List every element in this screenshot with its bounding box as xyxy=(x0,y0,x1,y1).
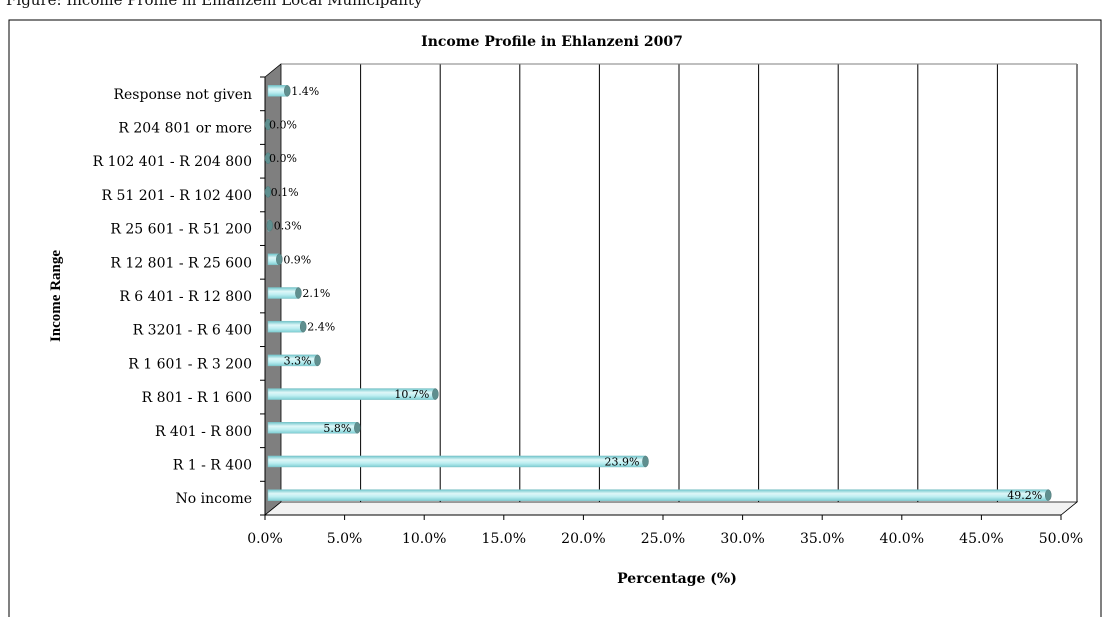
bar-cap xyxy=(642,456,648,467)
category-label: R 1 601 - R 3 200 xyxy=(128,356,252,372)
y-axis-title: Income Range xyxy=(48,250,64,342)
data-label: 10.7% xyxy=(394,388,429,401)
x-tick-label: 15.0% xyxy=(482,531,526,547)
chart-frame xyxy=(9,20,1101,617)
bar-cap xyxy=(284,85,290,96)
category-label: Response not given xyxy=(113,87,252,103)
data-label: 2.1% xyxy=(302,287,330,300)
bar xyxy=(268,456,645,467)
data-label: 3.3% xyxy=(284,354,312,367)
category-label: R 3201 - R 6 400 xyxy=(133,323,252,339)
bar xyxy=(268,288,298,299)
bar-cap xyxy=(267,220,273,231)
category-label: R 801 - R 1 600 xyxy=(142,390,252,406)
category-label: R 25 601 - R 51 200 xyxy=(110,222,252,238)
bar-cap xyxy=(432,389,438,400)
data-label: 1.4% xyxy=(291,85,319,98)
data-label: 0.1% xyxy=(271,186,299,199)
category-label: R 6 401 - R 12 800 xyxy=(119,289,252,305)
bar-cap xyxy=(276,254,282,265)
data-label: 0.9% xyxy=(283,253,311,266)
x-tick-label: 5.0% xyxy=(327,531,363,547)
data-label: 5.8% xyxy=(323,422,351,435)
x-tick-label: 40.0% xyxy=(880,531,924,547)
data-label: 0.3% xyxy=(274,220,302,233)
category-label: No income xyxy=(176,491,252,507)
category-label: R 51 201 - R 102 400 xyxy=(102,188,253,204)
bar-cap xyxy=(354,422,360,433)
x-tick-label: 50.0% xyxy=(1039,531,1083,547)
data-label: 0.0% xyxy=(269,119,297,132)
category-label: R 1 - R 400 xyxy=(173,457,252,473)
bar-cap xyxy=(295,288,301,299)
x-tick-label: 30.0% xyxy=(720,531,764,547)
data-label: 0.0% xyxy=(269,152,297,165)
x-tick-label: 35.0% xyxy=(800,531,844,547)
bar-cap xyxy=(315,355,321,366)
plot-floor xyxy=(265,502,1077,515)
bar-cap xyxy=(1045,490,1051,501)
x-tick-label: 45.0% xyxy=(959,531,1003,547)
bar xyxy=(268,490,1048,501)
category-label: R 102 401 - R 204 800 xyxy=(93,154,252,170)
category-label: R 204 801 or more xyxy=(118,121,252,137)
x-axis-title: Percentage (%) xyxy=(617,571,737,587)
category-label: R 12 801 - R 25 600 xyxy=(110,255,252,271)
x-tick-label: 25.0% xyxy=(641,531,685,547)
x-tick-label: 10.0% xyxy=(402,531,446,547)
data-label: 2.4% xyxy=(307,321,335,334)
x-tick-label: 20.0% xyxy=(561,531,605,547)
data-label: 49.2% xyxy=(1007,489,1042,502)
category-label: R 401 - R 800 xyxy=(155,424,252,440)
chart-title: Income Profile in Ehlanzeni 2007 xyxy=(421,34,683,50)
data-label: 23.9% xyxy=(605,455,640,468)
x-tick-label: 0.0% xyxy=(247,531,283,547)
bar xyxy=(268,321,303,332)
bar-cap xyxy=(300,321,306,332)
